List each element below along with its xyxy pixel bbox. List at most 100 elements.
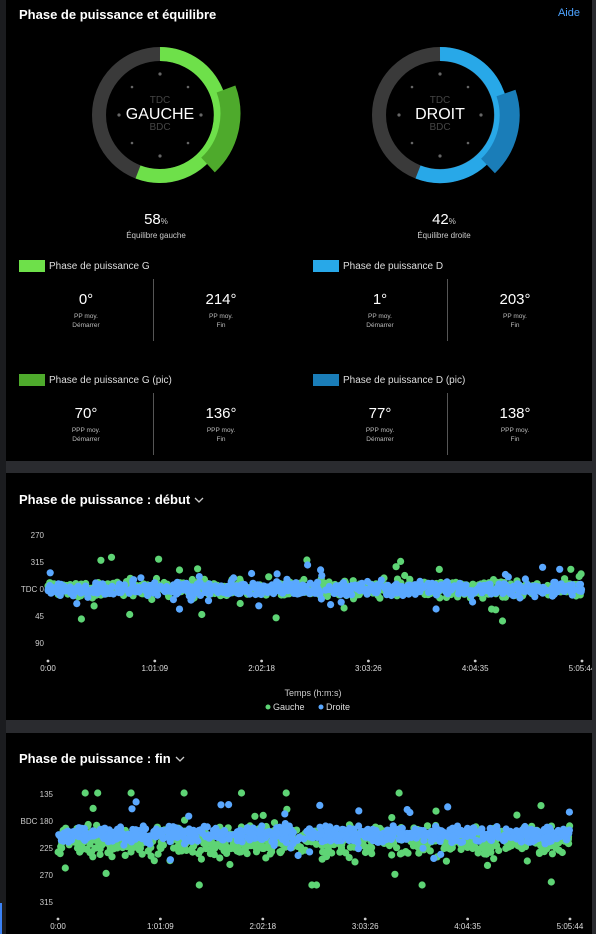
data-point (318, 838, 326, 846)
data-point (548, 592, 557, 600)
data-point (463, 832, 471, 841)
data-point (434, 826, 442, 834)
x-tick-label: 0:00 (40, 664, 56, 673)
d-start-metric: 1° PP moy. Démarrer (366, 291, 394, 329)
data-point (122, 831, 130, 839)
data-point (443, 578, 451, 586)
data-point (282, 826, 290, 834)
data-point (245, 828, 253, 836)
data-point (204, 597, 213, 605)
data-point (237, 582, 245, 590)
data-point (368, 850, 376, 858)
x-tick-label: 4:04:35 (454, 922, 481, 931)
data-point (69, 592, 77, 600)
data-point (135, 588, 143, 596)
data-point (175, 566, 184, 574)
data-point (326, 834, 334, 842)
legend-swatch (318, 704, 324, 710)
data-point (102, 584, 110, 592)
data-point (141, 825, 149, 833)
help-link[interactable]: Aide (557, 7, 580, 19)
data-point (238, 838, 246, 846)
data-point (547, 837, 555, 845)
data-point (235, 590, 243, 598)
data-point (195, 881, 203, 889)
data-point (188, 575, 196, 584)
data-point (217, 831, 225, 839)
data-point (415, 849, 423, 857)
data-point (383, 833, 391, 841)
data-point (432, 591, 441, 599)
data-point (539, 563, 547, 571)
x-tick-mark (466, 917, 469, 921)
data-point (404, 581, 412, 589)
right-phase-legend: Phase de puissance D (343, 261, 444, 272)
data-point (281, 810, 289, 818)
data-point (444, 590, 452, 598)
right-tdc-label: TDC (429, 95, 451, 106)
data-point (317, 830, 325, 838)
panel-title: Phase de puissance et équilibre (19, 7, 217, 22)
data-point (194, 565, 202, 573)
end-phase-panel: Phase de puissance : fin 135 BDC 180 225 27… (6, 733, 592, 934)
gp-start-metric: 70° PPP moy. Démarrer (71, 405, 101, 443)
x-axis-label: Temps (h:m:s) (284, 688, 341, 698)
data-point (295, 590, 303, 598)
x-tick-mark (261, 917, 265, 921)
data-point (397, 833, 405, 841)
data-point (155, 555, 163, 563)
data-point (565, 808, 574, 816)
data-point (237, 789, 246, 797)
right-ring-name: DROIT (415, 106, 465, 123)
data-point (388, 851, 396, 859)
data-point (144, 847, 152, 855)
data-point (496, 833, 505, 841)
left-balance-value: 58% (144, 211, 168, 228)
data-point (263, 589, 272, 597)
right-balance-label: Équilibre droite (417, 231, 471, 240)
data-point (396, 850, 404, 858)
data-point (251, 812, 259, 820)
data-point (340, 604, 348, 612)
data-point (306, 848, 314, 856)
data-point (333, 585, 341, 593)
data-point (96, 850, 104, 859)
data-point (368, 844, 376, 852)
data-point (117, 824, 125, 832)
data-point (555, 846, 563, 854)
data-point (433, 585, 441, 594)
x-tick-mark (153, 659, 157, 663)
data-point (169, 587, 177, 595)
chevron-down-icon[interactable] (194, 495, 204, 505)
data-point (446, 845, 454, 853)
data-point (348, 836, 356, 844)
data-point (216, 854, 224, 862)
x-tick-mark (260, 659, 263, 663)
data-point (90, 602, 98, 610)
y-tick-label: TDC 0 (21, 585, 45, 594)
balance-panel: Phase de puissance et équilibre Aide TDC… (6, 0, 592, 461)
data-point (195, 826, 203, 835)
data-point (273, 570, 281, 578)
data-point (108, 582, 116, 590)
data-point (187, 596, 195, 604)
data-point (392, 563, 400, 571)
data-point (121, 851, 129, 859)
data-point (444, 803, 452, 811)
data-point (195, 573, 203, 581)
d-end-metric: 203° PP moy. Fin (499, 291, 531, 329)
x-tick-mark (159, 917, 162, 921)
data-point (141, 581, 149, 589)
x-tick-label: 3:03:26 (355, 664, 382, 673)
data-point (257, 585, 265, 593)
data-point (567, 565, 575, 573)
divider (447, 393, 448, 455)
x-tick-label: 5:05:44 (557, 922, 584, 931)
data-point (540, 826, 548, 835)
data-point (60, 582, 68, 590)
chevron-down-icon[interactable] (175, 754, 185, 764)
data-point (547, 878, 555, 886)
data-point (212, 824, 220, 832)
data-point (457, 838, 465, 846)
data-point (169, 833, 178, 841)
